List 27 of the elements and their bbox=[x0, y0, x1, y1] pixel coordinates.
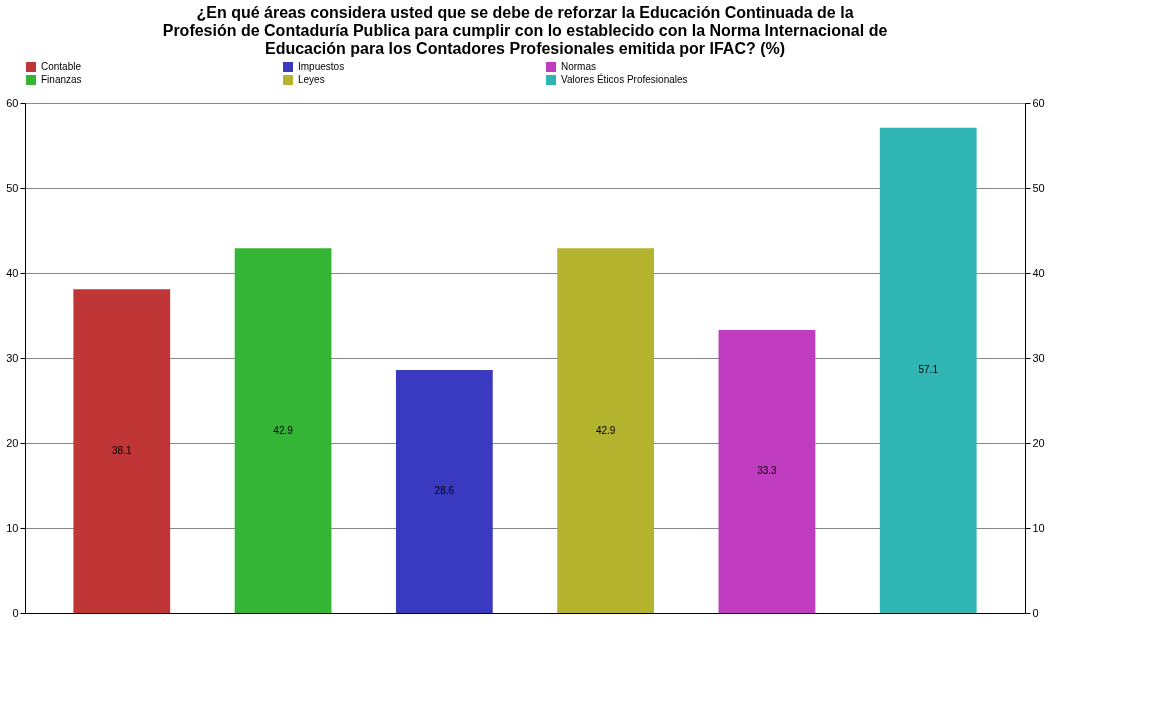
y2-tick-label: 20 bbox=[1032, 436, 1045, 449]
y-tick-label: 30 bbox=[6, 351, 19, 364]
legend-label: Finanzas bbox=[41, 74, 82, 85]
data-label: 38.1 bbox=[112, 445, 132, 457]
y-tick-label: 10 bbox=[6, 521, 19, 534]
y2-tick-label: 30 bbox=[1032, 351, 1045, 364]
y-tick-label: 20 bbox=[6, 436, 19, 449]
legend-label: Leyes bbox=[298, 74, 325, 85]
data-label: 42.9 bbox=[595, 424, 616, 436]
data-label: 28.6 bbox=[434, 485, 455, 497]
legend-label: Valores Éticos Profesionales bbox=[561, 73, 688, 85]
data-label: 33.3 bbox=[757, 465, 778, 477]
data-label: 57.1 bbox=[918, 364, 939, 376]
y-tick-label: 40 bbox=[6, 266, 19, 279]
y2-tick-label: 50 bbox=[1032, 181, 1045, 194]
legend-label: Normas bbox=[561, 61, 597, 72]
y2-tick-label: 0 bbox=[1032, 606, 1039, 619]
legend-label: Impuestos bbox=[298, 61, 345, 72]
y2-tick-label: 40 bbox=[1032, 266, 1045, 279]
chart-title: ¿En qué áreas considera usted que se debe de reforzar la Educación Continuada de la Profesión de Contaduría Publica para cumplir con lo establecido con la Norma Internacional de Educación para los Contadores Profesionales emitida por IFAC? (%) bbox=[162, 4, 888, 57]
data-label: 42.9 bbox=[273, 424, 294, 436]
y-tick-label: 60 bbox=[6, 96, 19, 109]
y2-tick-label: 10 bbox=[1032, 521, 1045, 534]
y-tick-label: 50 bbox=[6, 181, 19, 194]
y-tick-label: 0 bbox=[12, 606, 19, 619]
y2-tick-label: 60 bbox=[1032, 96, 1045, 109]
legend-label: Contable bbox=[41, 61, 82, 72]
